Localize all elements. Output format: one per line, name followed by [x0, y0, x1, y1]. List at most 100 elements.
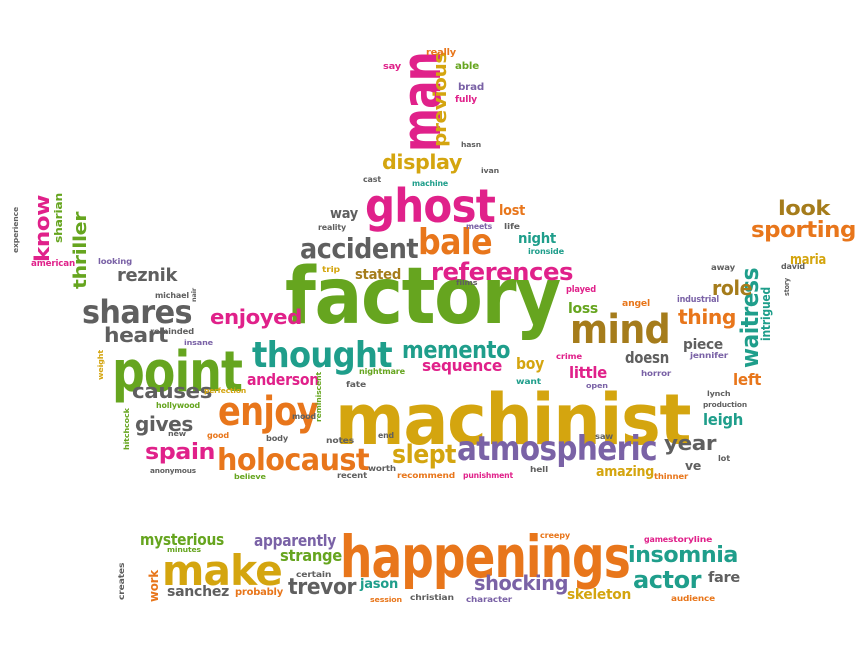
- word-hasn: hasn: [461, 141, 481, 149]
- word-recent: recent: [337, 471, 367, 480]
- word-leigh: leigh: [703, 410, 744, 429]
- word-recommend: recommend: [397, 471, 456, 480]
- word-sanchez: sanchez: [167, 584, 230, 600]
- word-punishment: punishment: [463, 471, 514, 480]
- word-insane: insane: [184, 339, 213, 347]
- word-worth: worth: [368, 464, 396, 473]
- word-apparently: apparently: [254, 531, 336, 550]
- word-reminded: reminded: [150, 327, 195, 336]
- word-creates: creates: [117, 562, 126, 601]
- word-previous: previous: [430, 52, 451, 147]
- word-skeleton: skeleton: [567, 587, 632, 603]
- word-memento: memento: [402, 336, 510, 364]
- word-atmospheric: atmospheric: [457, 429, 658, 469]
- word-open: open: [586, 382, 608, 390]
- word-ve: ve: [685, 459, 701, 473]
- word-looking: looking: [98, 257, 133, 266]
- word-angel: angel: [622, 299, 651, 309]
- word-left: left: [733, 370, 762, 389]
- word-shares: shares: [82, 293, 193, 331]
- word-end: end: [378, 431, 394, 440]
- word-slept: slept: [392, 440, 456, 470]
- word-probably: probably: [235, 587, 283, 598]
- word-lost: lost: [499, 203, 526, 219]
- word-jennifer: jennifer: [690, 351, 729, 360]
- word-audience: audience: [671, 594, 716, 603]
- word-game: game: [644, 535, 669, 544]
- word-reality: reality: [318, 223, 346, 232]
- word-anderson: anderson: [247, 370, 320, 389]
- word-crime: crime: [556, 352, 582, 361]
- word-way: way: [330, 206, 359, 222]
- word-ivan: ivan: [481, 167, 499, 175]
- word-strange: strange: [280, 546, 343, 565]
- word-happenings: happenings: [340, 523, 631, 591]
- word-reminiscent: reminiscent: [315, 371, 323, 422]
- word-session: session: [370, 596, 402, 604]
- word-really: really: [426, 48, 457, 58]
- word-american: american: [31, 259, 76, 269]
- word-certain: certain: [296, 570, 332, 579]
- word-factory: factory: [285, 252, 561, 342]
- word-saw: saw: [595, 432, 614, 441]
- word-fate: fate: [346, 380, 367, 389]
- word-spain: spain: [145, 440, 216, 465]
- word-horror: horror: [641, 369, 672, 378]
- word-meets: meets: [466, 222, 493, 231]
- word-nightmare: nightmare: [359, 367, 405, 376]
- word-doesn: doesn: [625, 348, 669, 367]
- word-holocaust: holocaust: [217, 443, 370, 478]
- word-storyline: storyline: [668, 535, 713, 544]
- word-ghost: ghost: [365, 179, 496, 233]
- word-little: little: [569, 363, 608, 382]
- word-hollywood: hollywood: [156, 401, 200, 410]
- word-industrial: industrial: [677, 295, 720, 305]
- word-sporting: sporting: [751, 218, 856, 243]
- word-good: good: [207, 431, 230, 440]
- word-thought: thought: [252, 335, 393, 376]
- word-stated: stated: [355, 267, 401, 283]
- word-shocking: shocking: [474, 571, 569, 595]
- word-sharian: sharian: [52, 193, 65, 243]
- word-mind: mind: [570, 307, 671, 353]
- word-trip: trip: [322, 265, 340, 274]
- word-say: say: [383, 62, 402, 72]
- word-boy: boy: [516, 354, 544, 373]
- word-life: life: [504, 222, 520, 231]
- word-christian: christian: [410, 593, 454, 602]
- word-notes: notes: [326, 436, 354, 445]
- word-nair: nair: [191, 287, 198, 302]
- word-look: look: [778, 196, 830, 220]
- word-display: display: [382, 150, 463, 174]
- word-insomnia: insomnia: [628, 543, 738, 568]
- word-intrigued: intrigued: [759, 286, 773, 341]
- word-able: able: [455, 61, 480, 72]
- word-anonymous: anonymous: [150, 467, 197, 475]
- word-piece: piece: [683, 337, 723, 353]
- word-want: want: [516, 377, 541, 386]
- word-amazing: amazing: [596, 464, 655, 480]
- word-maria: maria: [790, 252, 827, 268]
- word-sequence: sequence: [422, 356, 503, 375]
- word-new: new: [168, 430, 187, 438]
- word-thing: thing: [678, 305, 737, 329]
- word-lynch: lynch: [707, 390, 731, 398]
- word-experience: experience: [12, 207, 20, 253]
- word-enjoyed: enjoyed: [210, 305, 302, 329]
- word-year: year: [664, 431, 717, 455]
- word-fare: fare: [708, 570, 740, 586]
- word-jason: jason: [360, 577, 399, 592]
- word-played: played: [566, 285, 596, 295]
- word-hell: hell: [530, 465, 548, 474]
- word-ironside: ironside: [528, 247, 565, 256]
- word-believe: believe: [234, 473, 266, 481]
- word-work: work: [147, 570, 161, 602]
- word-machinist: machinist: [335, 379, 691, 461]
- word-enjoy: enjoy: [218, 389, 319, 435]
- word-films: films: [456, 279, 478, 287]
- word-trevor: trevor: [288, 575, 357, 600]
- word-bale: bale: [418, 222, 493, 263]
- word-lot: lot: [718, 454, 730, 463]
- word-role: role: [712, 276, 753, 300]
